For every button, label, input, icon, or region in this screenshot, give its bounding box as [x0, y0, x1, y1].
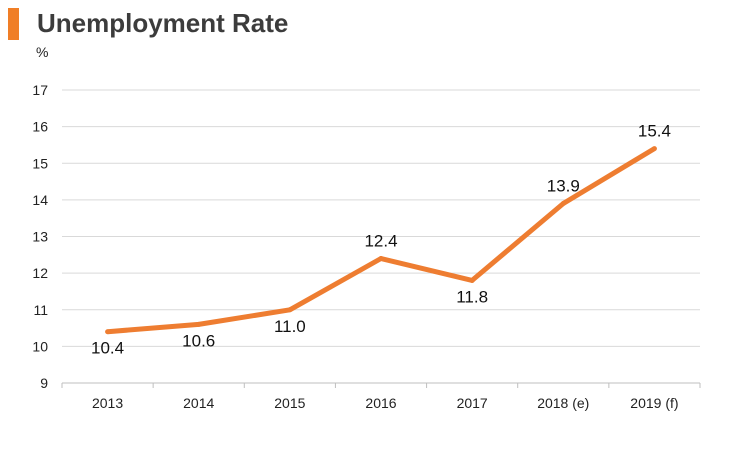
- x-tick-label: 2019 (f): [630, 395, 678, 411]
- y-tick-label: 9: [40, 375, 48, 391]
- x-tick-label: 2013: [92, 395, 123, 411]
- y-tick-label: 15: [32, 155, 48, 171]
- y-tick-label: 14: [32, 192, 48, 208]
- data-label: 10.6: [182, 331, 215, 350]
- data-point: [560, 201, 566, 207]
- x-tick-label: 2014: [183, 395, 214, 411]
- y-axis-unit: %: [36, 44, 49, 60]
- y-tick-label: 13: [32, 229, 48, 245]
- data-label: 10.4: [91, 339, 124, 358]
- data-label: 13.9: [547, 177, 580, 196]
- y-tick-label: 17: [32, 82, 48, 98]
- data-point: [469, 277, 475, 283]
- data-label: 12.4: [364, 231, 397, 250]
- y-tick-label: 12: [32, 265, 48, 281]
- x-tick-label: 2015: [274, 395, 305, 411]
- x-tick-label: 2017: [457, 395, 488, 411]
- chart-title: Unemployment Rate: [37, 8, 289, 38]
- x-tick-label: 2016: [365, 395, 396, 411]
- y-tick-label: 11: [33, 302, 48, 318]
- data-point: [651, 146, 657, 152]
- y-tick-label: 10: [32, 338, 48, 354]
- y-tick-label: 16: [32, 119, 48, 135]
- title-accent-bar: [8, 8, 19, 40]
- data-point: [378, 255, 384, 261]
- data-label: 11.0: [274, 317, 306, 336]
- x-tick-label: 2018 (e): [537, 395, 589, 411]
- data-label: 15.4: [638, 122, 671, 141]
- data-label: 11.8: [456, 287, 488, 306]
- data-point: [287, 307, 293, 313]
- data-point: [196, 321, 202, 327]
- data-point: [105, 329, 111, 335]
